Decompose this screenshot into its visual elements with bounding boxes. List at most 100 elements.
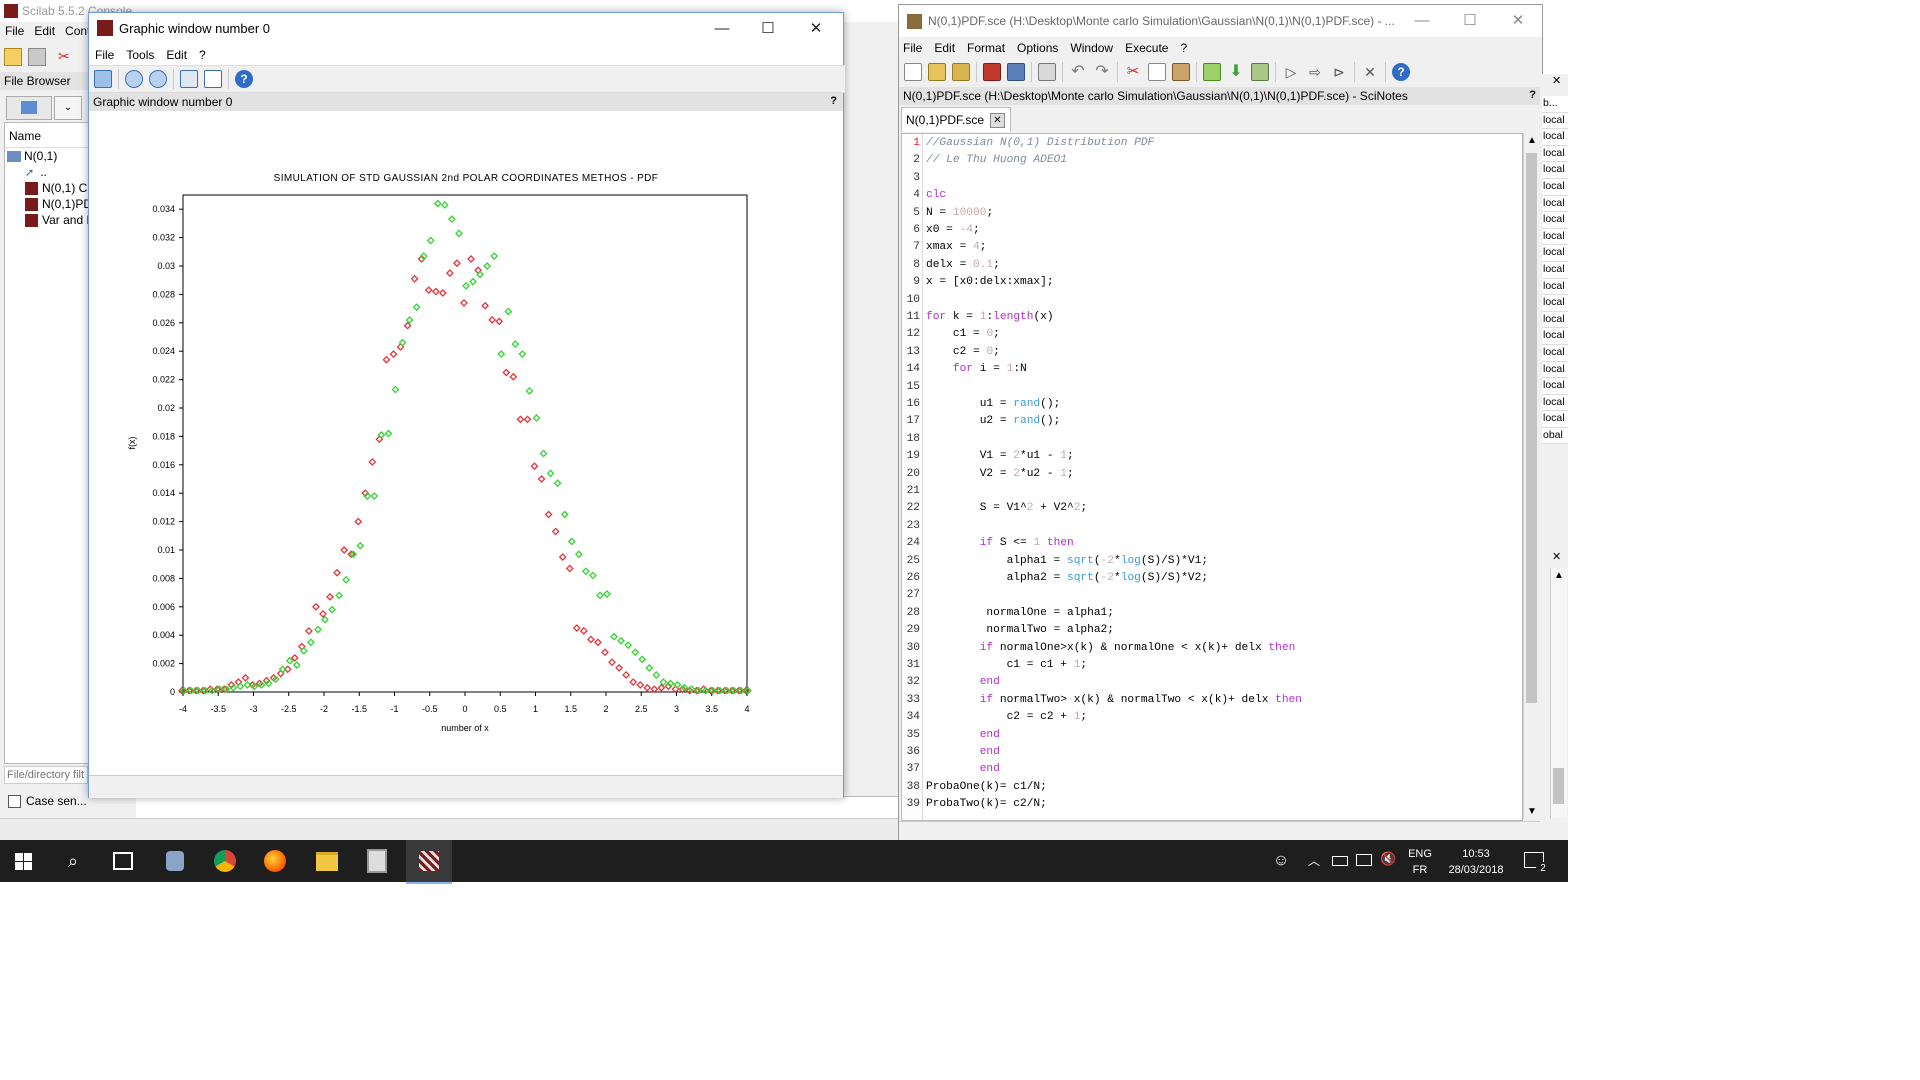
zoom-in-icon[interactable]: [125, 70, 143, 88]
side-scrollbar[interactable]: ▲: [1550, 568, 1567, 818]
database-app-icon[interactable]: [160, 846, 190, 876]
windows-start-icon[interactable]: [8, 846, 38, 876]
variable-browser-item[interactable]: local: [1542, 145, 1568, 163]
open-file-icon[interactable]: [928, 63, 946, 81]
execute-save-icon[interactable]: ⇨: [1309, 64, 1321, 80]
indent-icon[interactable]: [1251, 63, 1269, 81]
variable-browser-item[interactable]: local: [1542, 261, 1568, 279]
editor-tab[interactable]: N(0,1)PDF.sce ✕: [901, 107, 1011, 132]
tree-item-file[interactable]: N(0,1)PD: [25, 197, 89, 211]
code-line[interactable]: for i = 1:N: [952, 363, 1027, 376]
variable-browser-item[interactable]: local: [1542, 178, 1568, 196]
variable-browser-item[interactable]: local: [1542, 328, 1568, 345]
variable-browser-item[interactable]: obal: [1542, 427, 1568, 445]
chrome-icon[interactable]: [210, 846, 240, 876]
code-line[interactable]: clc: [926, 189, 947, 202]
variable-browser-item[interactable]: local: [1542, 212, 1568, 229]
code-line[interactable]: ProbaTwo(k)= c2/N;: [926, 798, 1047, 811]
code-editor[interactable]: 1 //Gaussian N(0,1) Distribution PDF 2 // L…: [901, 133, 1523, 821]
execute-file-icon[interactable]: ⊳: [1333, 64, 1345, 80]
graphic-menu-tools[interactable]: Tools: [126, 48, 155, 62]
code-line[interactable]: alpha1 = sqrt(-2*log(S)/S)*V1;: [926, 554, 1209, 567]
console-menu-edit[interactable]: Edit: [34, 24, 56, 38]
variable-browser-item[interactable]: local: [1542, 378, 1568, 395]
search-icon[interactable]: ⌕: [67, 850, 79, 871]
variable-browser-item[interactable]: local: [1542, 295, 1568, 312]
download-arrow-icon[interactable]: ⬇: [1229, 63, 1243, 80]
variable-browser-item[interactable]: local: [1542, 129, 1568, 146]
graphic-menu-help[interactable]: ?: [199, 48, 206, 62]
scinotes-menu-help[interactable]: ?: [1180, 41, 1188, 55]
paste-icon[interactable]: [1172, 63, 1190, 81]
tree-item-file[interactable]: Var and E: [25, 213, 89, 227]
variable-browser-item[interactable]: local: [1542, 344, 1568, 362]
help-icon[interactable]: ?: [235, 70, 253, 88]
scinotes-help-mark[interactable]: ?: [1529, 89, 1536, 101]
code-line[interactable]: //Gaussian N(0,1) Distribution PDF: [926, 137, 1155, 149]
redo-icon[interactable]: ↷: [1095, 63, 1109, 80]
help-icon[interactable]: ?: [1392, 63, 1410, 81]
variable-browser-item[interactable]: b...: [1542, 96, 1568, 113]
settings-tools-icon[interactable]: ✕: [1364, 64, 1376, 80]
scinotes-menu-execute[interactable]: Execute: [1125, 41, 1169, 55]
code-line[interactable]: for k = 1:length(x): [926, 311, 1054, 323]
close-tab-icon[interactable]: ✕: [990, 113, 1005, 128]
open-file-dir-icon[interactable]: [952, 63, 970, 81]
variable-browser-item[interactable]: local: [1542, 162, 1568, 179]
code-line[interactable]: c1 = c1 + 1;: [926, 659, 1088, 671]
code-line[interactable]: u1 = rand();: [926, 398, 1061, 410]
new-file-icon[interactable]: [4, 48, 22, 66]
variable-browser-item[interactable]: local: [1542, 245, 1568, 262]
graphic-help-mark[interactable]: ?: [830, 95, 837, 107]
minimize-button[interactable]: ―: [1414, 11, 1430, 29]
code-line[interactable]: x0 = -4;: [926, 224, 980, 236]
folder-dropdown-button[interactable]: ⌄: [54, 96, 82, 120]
cut-icon[interactable]: ✂: [58, 48, 70, 64]
code-line[interactable]: u2 = rand();: [926, 415, 1061, 428]
code-line[interactable]: // Le Thu Huong ADEO1: [926, 154, 1067, 167]
select-arrow-icon[interactable]: [94, 70, 112, 88]
scinotes-menu-format[interactable]: Format: [967, 41, 1006, 55]
graphic-menu-file[interactable]: File: [95, 48, 115, 62]
maximize-button[interactable]: ☐: [1463, 12, 1477, 29]
find-replace-icon[interactable]: [1203, 63, 1221, 81]
code-line[interactable]: c2 = c2 + 1;: [926, 711, 1088, 724]
copy-icon[interactable]: [1148, 63, 1166, 81]
scrollbar-thumb[interactable]: [1526, 153, 1537, 703]
code-line[interactable]: end: [979, 728, 1000, 741]
code-line[interactable]: end: [979, 763, 1000, 776]
code-line[interactable]: S = V1^2 + V2^2;: [926, 502, 1088, 515]
undo-icon[interactable]: ↶: [1071, 63, 1085, 80]
file-filter-input[interactable]: [4, 766, 88, 784]
variable-browser-item[interactable]: local: [1542, 195, 1568, 213]
minimize-button[interactable]: ―: [714, 19, 730, 37]
rotate-icon[interactable]: [180, 70, 198, 88]
variable-browser-item[interactable]: local: [1542, 278, 1568, 296]
code-line[interactable]: alpha2 = sqrt(-2*log(S)/S)*V2;: [926, 572, 1209, 584]
close-button[interactable]: ✕: [1511, 12, 1525, 29]
scroll-up-arrow-icon[interactable]: ▲: [1527, 135, 1537, 146]
code-line[interactable]: c2 = 0;: [926, 345, 1000, 358]
folder-select-button[interactable]: [6, 96, 52, 120]
case-sensitive-checkbox[interactable]: Case sen...: [8, 794, 87, 808]
save-icon[interactable]: [983, 63, 1001, 81]
code-line[interactable]: if normalOne>x(k) & normalOne < x(k)+ de…: [979, 641, 1296, 654]
code-line[interactable]: if normalTwo> x(k) & normalTwo < x(k)+ d…: [979, 693, 1302, 706]
variable-browser-item[interactable]: local: [1542, 311, 1568, 329]
cut-icon[interactable]: ✂: [1126, 63, 1140, 80]
code-line[interactable]: V2 = 2*u2 - 1;: [926, 467, 1074, 480]
name-column-header[interactable]: Name: [9, 129, 42, 143]
people-icon[interactable]: ☺: [1272, 852, 1290, 869]
code-line[interactable]: normalTwo = alpha2;: [926, 624, 1114, 637]
tree-item-file[interactable]: N(0,1) Cl: [25, 181, 89, 195]
print-icon[interactable]: [1038, 63, 1056, 81]
firefox-icon[interactable]: [260, 846, 290, 876]
tree-item-parent[interactable]: ➚ ..: [25, 165, 47, 179]
console-text-area[interactable]: [136, 796, 900, 819]
code-line[interactable]: end: [979, 746, 1000, 758]
code-line[interactable]: delx = 0.1;: [926, 258, 1000, 271]
network-icon[interactable]: [1356, 854, 1372, 866]
scinotes-menu-edit[interactable]: Edit: [934, 41, 956, 55]
datatip-icon[interactable]: [204, 70, 222, 88]
code-line[interactable]: N = 10000;: [926, 206, 994, 219]
